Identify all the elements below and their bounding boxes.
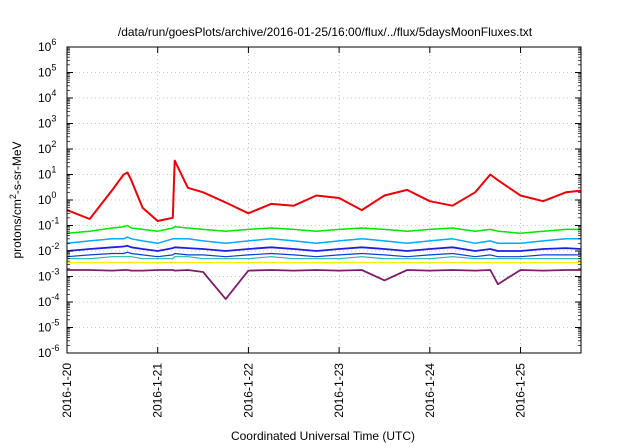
y-tick-label: 106 <box>38 37 56 54</box>
y-tick-label: 100 <box>38 190 56 207</box>
y-tick-label: 10-3 <box>38 267 59 284</box>
series-line <box>66 224 581 234</box>
grid <box>67 47 581 353</box>
y-axis: 10-6 10-5 10-4 10-3 10-2 10-1 100 101 102 103 104 1… <box>38 37 581 360</box>
y-tick-label: 102 <box>38 139 56 156</box>
series-line <box>66 159 582 222</box>
x-tick-label: 2016-1-25 <box>514 363 528 418</box>
chart-title: /data/run/goesPlots/archive/2016-01-25/1… <box>118 25 533 39</box>
series-line <box>66 244 582 252</box>
x-axis: 2016-1-20 2016-1-21 2016-1-22 2016-1-23 2016… <box>60 47 528 418</box>
x-tick-label: 2016-1-21 <box>151 363 165 418</box>
x-tick-label: 2016-1-20 <box>60 363 74 418</box>
y-tick-label: 10-5 <box>38 318 59 335</box>
series-line <box>67 256 581 260</box>
y-axis-title: protons/cm2-s-sr-MeV <box>8 141 24 258</box>
x-tick-label: 2016-1-22 <box>241 363 255 418</box>
y-tick-label: 104 <box>38 88 56 105</box>
series-line <box>66 236 581 245</box>
y-tick-label: 10-6 <box>38 343 59 360</box>
x-tick-label: 2016-1-24 <box>423 363 437 418</box>
series-line <box>66 251 581 258</box>
x-tick-label: 2016-1-23 <box>332 363 346 418</box>
series-layer <box>66 159 582 300</box>
x-axis-title: Coordinated Universal Time (UTC) <box>231 429 415 443</box>
y-tick-label: 101 <box>38 165 56 182</box>
y-tick-label: 10-4 <box>38 292 59 309</box>
y-tick-label: 10-2 <box>38 241 59 258</box>
y-tick-label: 105 <box>38 63 56 80</box>
series-line <box>67 269 581 300</box>
y-tick-label: 103 <box>38 114 56 131</box>
y-tick-label: 10-1 <box>38 216 59 233</box>
